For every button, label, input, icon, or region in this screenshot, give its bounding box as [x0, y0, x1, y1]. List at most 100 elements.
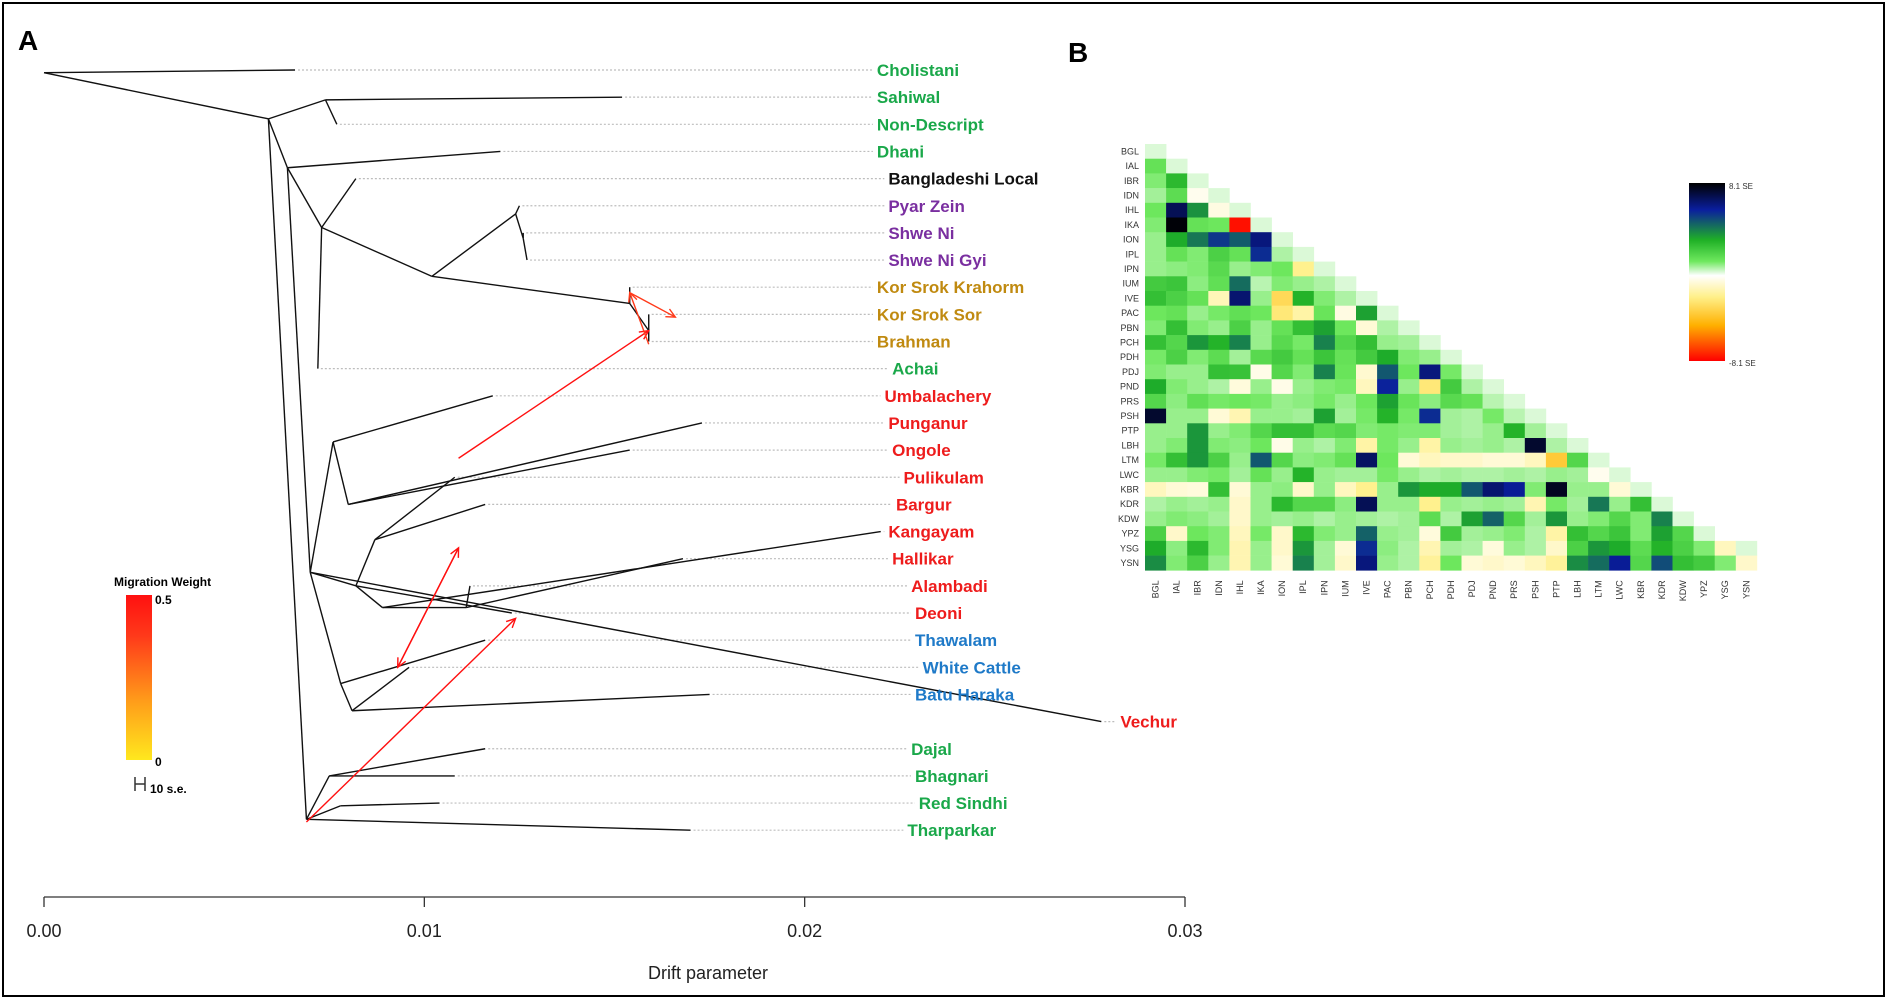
tree-branch-1 [43, 69, 296, 74]
leaf-label: Thawalam [915, 631, 997, 650]
heatmap-cell [1419, 379, 1441, 395]
heatmap-cell [1398, 335, 1420, 351]
leaf-label: Punganur [888, 414, 968, 433]
heatmap-cell [1461, 555, 1483, 571]
heatmap-cell [1524, 408, 1547, 424]
leaf-label: Umbalachery [885, 387, 992, 406]
heatmap-cell [1145, 261, 1167, 277]
heatmap-cell [1229, 202, 1251, 218]
heatmap-cell [1166, 158, 1188, 174]
heatmap-cell [1208, 335, 1230, 351]
heatmap-cell [1166, 246, 1188, 262]
heatmap-cell [1145, 158, 1167, 174]
heatmap-cell [1461, 482, 1483, 498]
heatmap-cell [1208, 482, 1230, 498]
heatmap-cell [1187, 246, 1209, 262]
leaf-label: Deoni [915, 604, 962, 623]
heatmap-row-label: LBH [1121, 440, 1139, 450]
heatmap-cell [1208, 246, 1230, 262]
residual-heatmap [1145, 144, 1758, 571]
heatmap-cell [1208, 438, 1230, 453]
leaf-label: Dajal [911, 740, 952, 759]
heatmap-cell [1250, 276, 1272, 292]
heatmap-col-label: IBR [1193, 580, 1203, 596]
heatmap-cell [1482, 555, 1504, 571]
heatmap-cell [1208, 540, 1230, 556]
heatmap-cell [1166, 335, 1188, 351]
heatmap-cell [1461, 526, 1483, 542]
heatmap-col-label: PAC [1383, 580, 1393, 598]
heatmap-cell [1524, 496, 1547, 512]
heatmap-cell [1292, 393, 1315, 409]
heatmap-cell [1187, 188, 1209, 204]
heatmap-row-label: KDW [1118, 514, 1140, 524]
heatmap-cell [1334, 349, 1357, 365]
heatmap-row-label: KDR [1120, 499, 1140, 509]
heatmap-cell [1334, 320, 1357, 336]
heatmap-cell [1250, 305, 1272, 321]
heatmap-cell [1482, 452, 1504, 468]
heatmap-cell [1250, 408, 1272, 424]
heatmap-cell [1356, 467, 1378, 483]
heatmap-cell [1145, 188, 1167, 204]
heatmap-cell [1166, 467, 1188, 483]
heatmap-cell [1398, 320, 1420, 336]
heatmap-cell [1609, 555, 1631, 571]
tree-branch-6 [287, 150, 501, 169]
heatmap-cell [1166, 276, 1188, 292]
tree-dotted-guides [298, 69, 1117, 831]
heatmap-cell [1334, 291, 1357, 306]
heatmap-row-label: IDN [1124, 190, 1140, 200]
heatmap-cell [1398, 408, 1420, 424]
heatmap-cell [1292, 320, 1315, 336]
heatmap-cell [1229, 379, 1251, 395]
tree-branch-9 [321, 226, 433, 277]
heatmap-cell [1250, 467, 1272, 483]
heatmap-cell [1524, 511, 1547, 527]
heatmap-cell [1271, 438, 1293, 453]
heatmap-cell [1187, 393, 1209, 409]
heatmap-row-label: YSN [1120, 558, 1139, 568]
heatmap-cell [1292, 438, 1315, 453]
heatmap-cell [1292, 379, 1315, 395]
tree-branch-23 [332, 395, 493, 443]
heatmap-cell [1419, 482, 1441, 498]
heatmap-row-label: IBR [1124, 176, 1140, 186]
heatmap-cell [1208, 320, 1230, 336]
heatmap-cell [1187, 511, 1209, 527]
heatmap-cell [1567, 482, 1589, 498]
heatmap-cell [1271, 305, 1293, 321]
migration-edge-5 [305, 617, 517, 823]
tree-branches [43, 69, 1102, 831]
tree-branch-7 [286, 167, 323, 228]
heatmap-cell [1714, 540, 1737, 556]
heatmap-cell [1567, 438, 1589, 453]
x-tick-label: 0.02 [787, 921, 822, 941]
heatmap-cell [1145, 246, 1167, 262]
heatmap-cell [1229, 555, 1251, 571]
leaf-label: Pulikulam [904, 468, 984, 487]
tree-branch-44 [305, 775, 330, 820]
heatmap-row-label: PTP [1121, 426, 1139, 436]
heatmap-col-label: PRS [1509, 580, 1519, 599]
heatmap-cell [1145, 349, 1167, 365]
heatmap-row-label: PCH [1120, 337, 1139, 347]
heatmap-cell [1292, 555, 1315, 571]
heatmap-cell [1250, 261, 1272, 277]
heatmap-col-label: IHL [1235, 580, 1245, 594]
heatmap-cell [1166, 379, 1188, 395]
heatmap-cell [1166, 393, 1188, 409]
heatmap-cell [1503, 393, 1526, 409]
heatmap-cell [1377, 540, 1399, 556]
heatmap-cell [1398, 423, 1420, 439]
tree-branch-41 [352, 693, 710, 712]
heatmap-cell [1567, 467, 1589, 483]
heatmap-col-label: KDW [1678, 580, 1688, 602]
heatmap-cell [1187, 364, 1209, 380]
heatmap-cell [1588, 555, 1610, 571]
heatmap-cell [1693, 555, 1715, 571]
heatmap-cell [1313, 408, 1336, 424]
heatmap-cell [1271, 261, 1293, 277]
heatmap-cell [1145, 232, 1167, 248]
heatmap-cell [1398, 496, 1420, 512]
